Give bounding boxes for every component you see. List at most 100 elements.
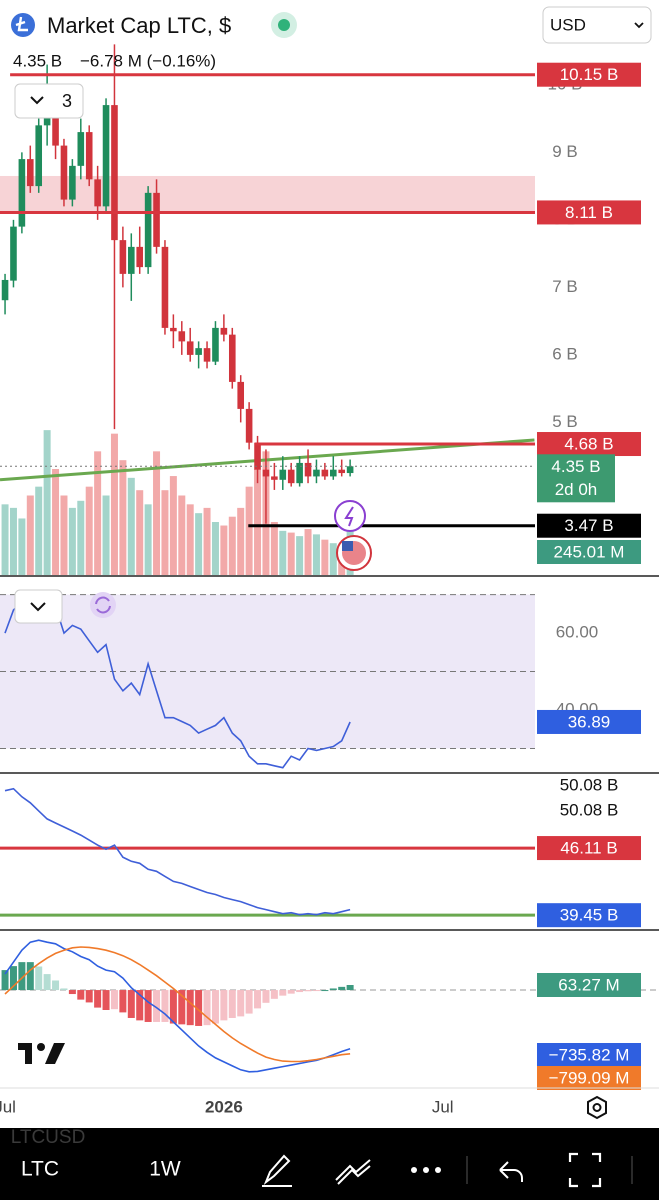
price-label-bg [537, 903, 641, 928]
candle-body [338, 469, 346, 474]
fullscreen-button[interactable] [568, 1152, 602, 1188]
histogram-bar [68, 990, 76, 995]
histogram-bar [296, 990, 304, 993]
candle-body [94, 179, 101, 207]
volume-bar [153, 451, 161, 575]
volume-bar [245, 486, 253, 575]
volume-bar [296, 536, 304, 575]
volume-bar [119, 460, 127, 575]
histogram-bar [262, 990, 270, 1003]
candle-body [237, 381, 245, 409]
candle-body [18, 159, 26, 227]
histogram-bar [237, 990, 245, 1017]
price-label-bg [537, 1043, 641, 1067]
volume-bar [228, 516, 236, 575]
candle-body [85, 132, 93, 180]
price-label: −735.82 M [549, 1045, 630, 1064]
histogram-bar [144, 990, 152, 1022]
volume-bar [1, 504, 9, 575]
price-label: 8.11 B [565, 203, 613, 222]
countdown-label: 2d 0h [555, 480, 598, 499]
trendline [0, 438, 535, 482]
histogram-bar [60, 988, 68, 991]
candle-body [144, 192, 152, 268]
currency-label: USD [550, 15, 586, 34]
histogram-bar [136, 990, 144, 1021]
y-tick-label: 6 B [552, 344, 578, 363]
status-dot [278, 19, 290, 31]
currency-select[interactable] [542, 6, 652, 44]
histogram-bar [43, 974, 51, 991]
volume-bar [52, 469, 60, 575]
candle-body [212, 327, 219, 362]
candle-body [220, 327, 228, 335]
candle-body [35, 125, 43, 187]
price-label: 10.15 B [560, 65, 619, 84]
histogram-bar [254, 990, 262, 1009]
price-change: −6.78 M (−0.16%) [80, 51, 216, 70]
candle-body [170, 327, 177, 332]
candle-body [52, 111, 59, 146]
candle-body [26, 159, 34, 187]
x-tick-label: 2026 [205, 1097, 243, 1116]
candle-body [254, 442, 261, 470]
price-label-bg [537, 973, 641, 997]
histogram-bar [94, 990, 102, 1008]
coin-logo [11, 13, 35, 37]
candle-body [329, 469, 337, 477]
volume-bar [26, 495, 34, 575]
candle-body [10, 226, 17, 281]
histogram-bar [9, 966, 17, 991]
readout: 50.08 B [560, 800, 619, 819]
candle-body [195, 348, 202, 355]
y-tick-label: 9 B [552, 142, 578, 161]
price-label-bg [537, 454, 615, 503]
symbol-button[interactable]: LTC [21, 1158, 59, 1181]
price-label-bg [537, 513, 641, 538]
gear [587, 1095, 607, 1120]
histogram-bar [245, 990, 253, 1014]
coin-logo-mark [15, 16, 28, 32]
event-icon[interactable] [334, 500, 366, 532]
settings-icon[interactable] [587, 1095, 607, 1120]
candle-body [119, 240, 127, 274]
histogram-bar [127, 990, 135, 1018]
histogram-bar [77, 990, 85, 1000]
chart-layer: 10 B9 B8 B7 B6 B5 B10.15 B8.11 B4.68 B4.… [0, 44, 659, 1116]
last-price: 4.35 B [13, 51, 62, 70]
price-label: 36.89 [568, 712, 611, 731]
ghost-symbol: LTCUSD [11, 1127, 86, 1148]
indicators-tool[interactable] [335, 1159, 371, 1185]
candle-body [346, 466, 354, 474]
volume-label: 245.01 M [554, 542, 625, 561]
candle-body [111, 105, 118, 241]
volume-bar [211, 522, 219, 575]
candle-body [136, 246, 144, 268]
indicator-line [4, 593, 351, 769]
candle-body [69, 165, 76, 200]
more-button[interactable] [411, 1167, 441, 1173]
histogram-bar [287, 990, 295, 994]
indicator-toggle[interactable] [14, 83, 84, 119]
interval-button[interactable]: 1W [149, 1158, 181, 1181]
volume-bar [18, 518, 26, 575]
pane-toggle[interactable] [14, 589, 63, 624]
flag-canton [342, 541, 353, 551]
indicator-line [4, 787, 351, 916]
histogram-bar [329, 988, 337, 991]
candle-body [271, 476, 278, 480]
symbol-title: Market Cap LTC, $ [47, 13, 231, 38]
candle-body [304, 462, 312, 477]
volume-bar [102, 495, 110, 575]
draw-tool[interactable] [262, 1154, 292, 1187]
tv-logo [18, 1043, 65, 1064]
volume-bar [127, 477, 135, 575]
undo-button[interactable] [499, 1161, 523, 1182]
refresh-icon[interactable] [90, 592, 116, 618]
candle-body [262, 469, 270, 477]
candle-body [313, 469, 320, 477]
volume-bar [270, 522, 278, 575]
resistance-zone [0, 175, 535, 213]
price-label: 46.11 B [560, 839, 617, 858]
volume-bar [136, 490, 144, 575]
